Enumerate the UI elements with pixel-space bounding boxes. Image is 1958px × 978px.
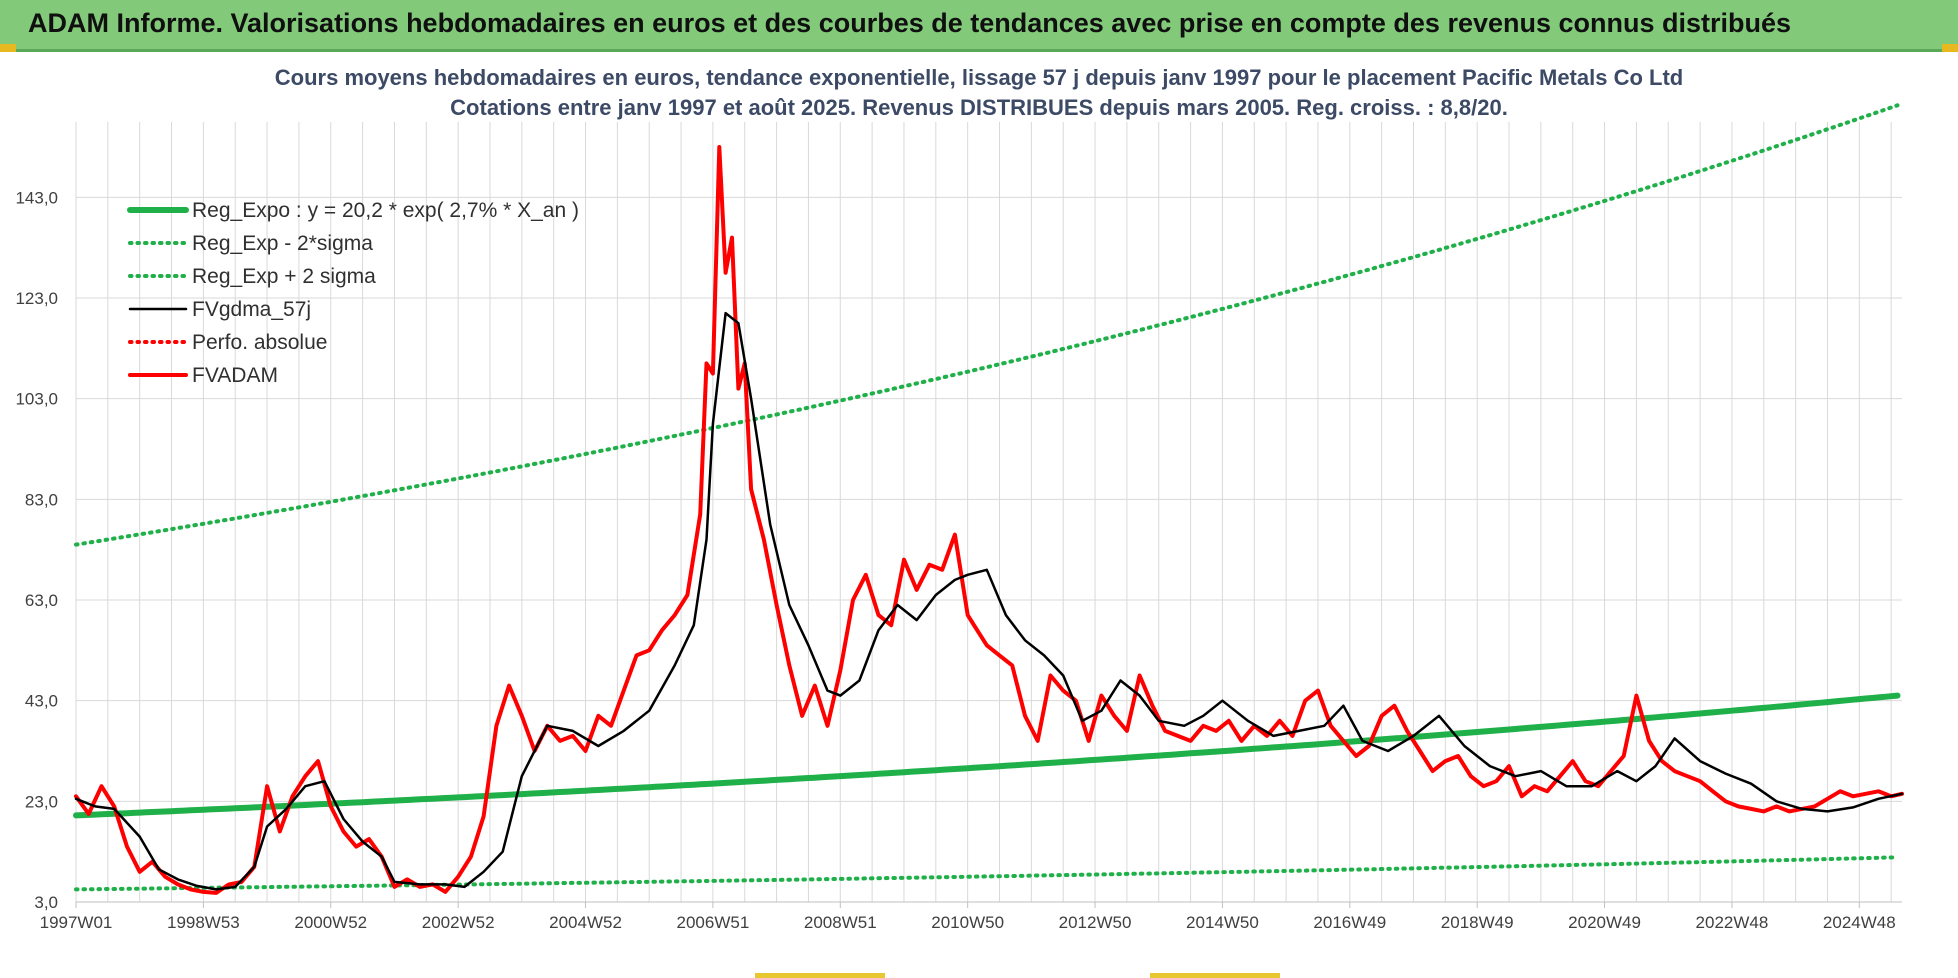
chart-title: Cours moyens hebdomadaires en euros, ten…	[274, 65, 1684, 90]
x-tick-label: 2004W52	[549, 913, 622, 932]
chart-area: Cours moyens hebdomadaires en euros, ten…	[0, 52, 1958, 978]
chart-subtitle: Cotations entre janv 1997 et août 2025. …	[450, 95, 1508, 120]
legend-label: Reg_Exp - 2*sigma	[192, 232, 373, 255]
corner-marker-left	[0, 44, 16, 52]
corner-marker-right	[1942, 44, 1958, 52]
legend-label: Reg_Expo : y = 20,2 * exp( 2,7% * X_an )	[192, 199, 579, 222]
y-tick-label: 3,0	[34, 893, 58, 912]
series-line-2	[74, 103, 1900, 547]
legend-label: FVgdma_57j	[192, 298, 311, 321]
series-line-0	[73, 692, 1901, 819]
banner-title: ADAM Informe. Valorisations hebdomadaire…	[28, 8, 1792, 38]
x-tick-label: 2002W52	[422, 913, 495, 932]
x-tick-label: 2000W52	[294, 913, 367, 932]
y-tick-label: 123,0	[15, 289, 58, 308]
y-tick-label: 43,0	[25, 692, 58, 711]
y-tick-label: 83,0	[25, 490, 58, 509]
y-tick-label: 63,0	[25, 591, 58, 610]
x-tick-label: 1997W01	[40, 913, 113, 932]
x-tick-label: 2020W49	[1568, 913, 1641, 932]
x-tick-label: 2008W51	[804, 913, 877, 932]
x-tick-label: 2012W50	[1059, 913, 1132, 932]
chart-svg: 3,0 23,0 43,0 63,0 83,0 103,0 123,0 143,0 1997W0…	[15, 103, 1904, 932]
x-tick-label: 2016W49	[1313, 913, 1386, 932]
x-tick-label: 2018W49	[1441, 913, 1514, 932]
legend-label: Reg_Exp + 2 sigma	[192, 265, 376, 288]
bottom-tab-marker	[755, 973, 885, 978]
x-tick-label: 2024W48	[1823, 913, 1896, 932]
legend-label: FVADAM	[192, 364, 278, 387]
x-tick-label: 2014W50	[1186, 913, 1259, 932]
y-tick-label: 23,0	[25, 792, 58, 811]
x-tick-label: 2010W50	[931, 913, 1004, 932]
bottom-tab-marker	[1150, 973, 1280, 978]
x-tick-label: 2022W48	[1696, 913, 1769, 932]
header-banner: ADAM Informe. Valorisations hebdomadaire…	[0, 0, 1958, 52]
y-tick-label: 143,0	[15, 188, 58, 207]
series-line-1	[74, 855, 1900, 892]
series-line-3	[74, 311, 1904, 891]
y-tick-label: 103,0	[15, 390, 58, 409]
series-line-5	[74, 145, 1904, 895]
x-tick-label: 1998W53	[167, 913, 240, 932]
x-tick-label: 2006W51	[677, 913, 750, 932]
legend-label: Perfo. absolue	[192, 331, 327, 354]
